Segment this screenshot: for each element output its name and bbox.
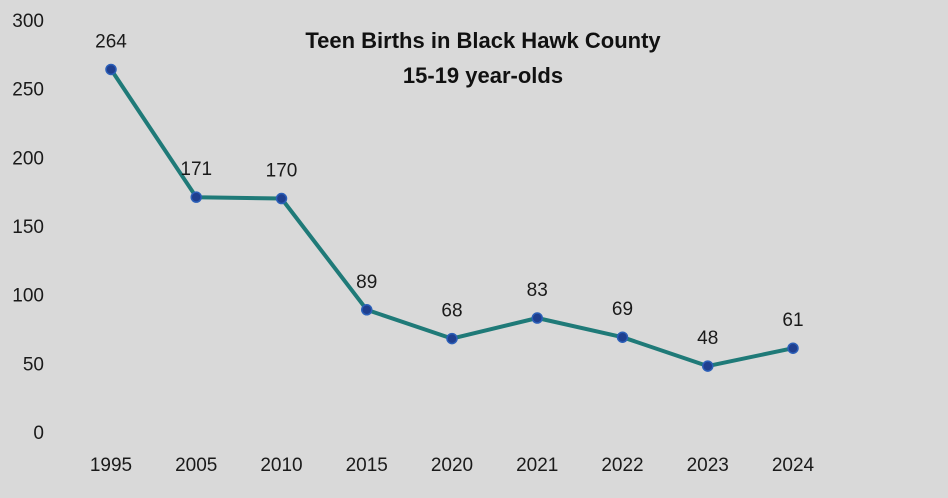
x-tick-label: 2010 <box>260 455 302 476</box>
data-point-marker <box>361 304 373 316</box>
y-tick-label: 300 <box>12 11 44 32</box>
x-tick-label: 2023 <box>687 455 729 476</box>
data-point-marker <box>616 331 629 343</box>
x-tick-label: 2022 <box>601 455 643 476</box>
y-tick-label: 150 <box>12 217 44 238</box>
y-axis-tick-labels: 0 50 100 150 200 250 300 <box>12 11 44 444</box>
x-axis-tick-labels: 1995 2005 2010 2015 2020 2021 2022 2023 2024 <box>90 455 815 476</box>
data-point-marker <box>275 192 288 205</box>
data-label: 61 <box>782 310 803 331</box>
data-point-marker <box>190 191 202 203</box>
y-tick-label: 250 <box>12 80 44 101</box>
data-point-marker <box>531 312 543 324</box>
chart-subtitle: 15-19 year-olds <box>403 63 563 88</box>
y-tick-label: 200 <box>12 148 44 169</box>
x-tick-label: 2005 <box>175 455 217 476</box>
x-tick-label: 2021 <box>516 455 558 476</box>
y-tick-label: 0 <box>33 423 44 444</box>
data-point-marker <box>702 360 714 372</box>
x-tick-label: 2024 <box>772 455 815 476</box>
data-label: 68 <box>441 301 462 322</box>
data-label: 171 <box>180 159 212 180</box>
x-tick-label: 2015 <box>346 455 388 476</box>
chart-title: Teen Births in Black Hawk County <box>305 28 661 53</box>
data-label: 83 <box>527 280 548 301</box>
data-label: 69 <box>612 299 633 320</box>
data-label: 170 <box>266 161 298 182</box>
data-point-marker <box>105 63 117 76</box>
y-tick-label: 50 <box>23 354 44 375</box>
y-tick-label: 100 <box>12 286 44 307</box>
x-tick-label: 1995 <box>90 455 132 476</box>
data-point-marker <box>787 342 799 354</box>
data-label: 48 <box>697 328 718 349</box>
data-point-marker <box>446 332 458 345</box>
data-label: 264 <box>95 31 127 52</box>
x-tick-label: 2020 <box>431 455 473 476</box>
series-markers <box>105 63 799 372</box>
data-labels: 264 171 170 89 68 83 69 48 61 <box>95 31 803 349</box>
data-label: 89 <box>356 272 377 293</box>
